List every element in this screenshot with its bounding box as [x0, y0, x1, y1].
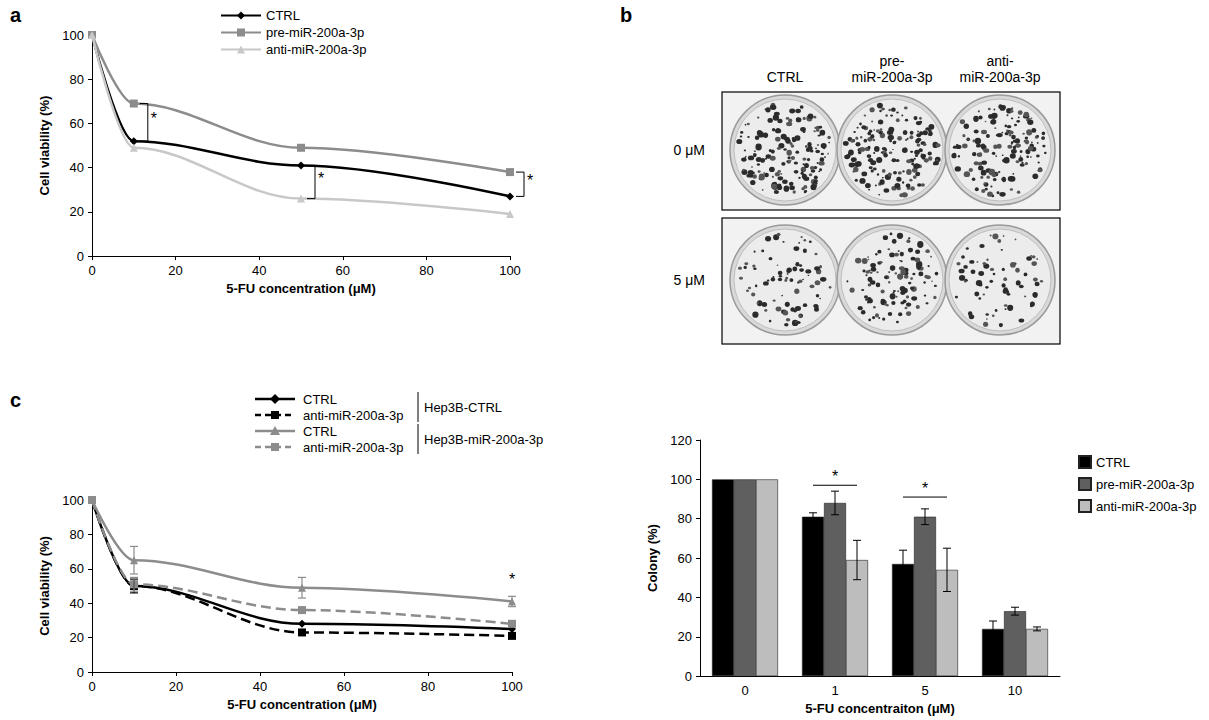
svg-text:100: 100	[62, 28, 84, 43]
svg-text:anti-miR-200a-3p: anti-miR-200a-3p	[303, 408, 403, 423]
svg-text:80: 80	[70, 527, 84, 542]
svg-text:80: 80	[419, 263, 433, 278]
svg-text:80: 80	[678, 511, 692, 526]
svg-text:anti-miR-200a-3p: anti-miR-200a-3p	[303, 440, 403, 455]
svg-text:CTRL: CTRL	[303, 424, 337, 439]
svg-text:60: 60	[70, 116, 84, 131]
svg-text:60: 60	[70, 561, 84, 576]
svg-text:pre-miR-200a-3p: pre-miR-200a-3p	[266, 25, 364, 40]
svg-text:CTRL: CTRL	[767, 69, 804, 85]
svg-text:5 μM: 5 μM	[674, 272, 705, 288]
svg-text:Cell viability (%): Cell viability (%)	[37, 96, 52, 196]
svg-text:20: 20	[678, 629, 692, 644]
svg-text:60: 60	[678, 551, 692, 566]
svg-text:20: 20	[169, 679, 183, 694]
svg-text:120: 120	[670, 433, 692, 448]
svg-text:a: a	[10, 4, 22, 26]
svg-text:miR-200a-3p: miR-200a-3p	[852, 69, 933, 85]
svg-text:*: *	[832, 468, 838, 485]
svg-text:0: 0	[88, 263, 95, 278]
svg-text:100: 100	[62, 493, 84, 508]
svg-text:anti-: anti-	[986, 53, 1014, 69]
svg-text:40: 40	[70, 160, 84, 175]
svg-text:CTRL: CTRL	[1096, 455, 1130, 470]
svg-text:0 μM: 0 μM	[674, 142, 705, 158]
svg-text:40: 40	[253, 679, 267, 694]
svg-text:60: 60	[337, 679, 351, 694]
svg-text:100: 100	[670, 472, 692, 487]
svg-text:*: *	[151, 110, 157, 127]
svg-text:Hep3B-CTRL: Hep3B-CTRL	[424, 400, 502, 415]
svg-text:5-FU concentraiton (μM): 5-FU concentraiton (μM)	[805, 701, 955, 716]
svg-text:Colony (%): Colony (%)	[645, 524, 660, 592]
svg-text:0: 0	[741, 683, 748, 698]
svg-text:CTRL: CTRL	[266, 8, 300, 23]
svg-text:0: 0	[685, 669, 692, 684]
svg-text:anti-miR-200a-3p: anti-miR-200a-3p	[1096, 499, 1196, 514]
svg-text:20: 20	[70, 630, 84, 645]
svg-text:*: *	[922, 480, 928, 497]
svg-text:5-FU concentration (μM): 5-FU concentration (μM)	[227, 697, 377, 712]
svg-text:pre-miR-200a-3p: pre-miR-200a-3p	[1096, 477, 1194, 492]
svg-text:10: 10	[1008, 683, 1022, 698]
svg-text:80: 80	[421, 679, 435, 694]
svg-text:CTRL: CTRL	[303, 392, 337, 407]
svg-text:1: 1	[831, 683, 838, 698]
svg-text:c: c	[10, 389, 21, 411]
svg-text:*: *	[318, 170, 324, 187]
svg-text:100: 100	[499, 263, 521, 278]
svg-text:b: b	[620, 4, 632, 26]
svg-text:40: 40	[70, 596, 84, 611]
svg-text:0: 0	[77, 665, 84, 680]
svg-text:*: *	[527, 172, 533, 189]
svg-text:miR-200a-3p: miR-200a-3p	[960, 69, 1041, 85]
svg-text:20: 20	[168, 263, 182, 278]
svg-text:*: *	[509, 571, 515, 588]
svg-text:80: 80	[70, 72, 84, 87]
svg-text:anti-miR-200a-3p: anti-miR-200a-3p	[266, 42, 366, 57]
svg-text:5-FU concentration (μM): 5-FU concentration (μM)	[226, 281, 376, 296]
svg-text:0: 0	[88, 679, 95, 694]
svg-text:pre-: pre-	[880, 53, 905, 69]
svg-text:Hep3B-miR-200a-3p: Hep3B-miR-200a-3p	[424, 432, 543, 447]
svg-text:5: 5	[921, 683, 928, 698]
svg-text:40: 40	[678, 590, 692, 605]
svg-text:Cell viability (%): Cell viability (%)	[37, 536, 52, 636]
svg-text:0: 0	[77, 249, 84, 264]
svg-text:40: 40	[252, 263, 266, 278]
svg-text:20: 20	[70, 204, 84, 219]
svg-text:60: 60	[336, 263, 350, 278]
svg-text:100: 100	[501, 679, 523, 694]
